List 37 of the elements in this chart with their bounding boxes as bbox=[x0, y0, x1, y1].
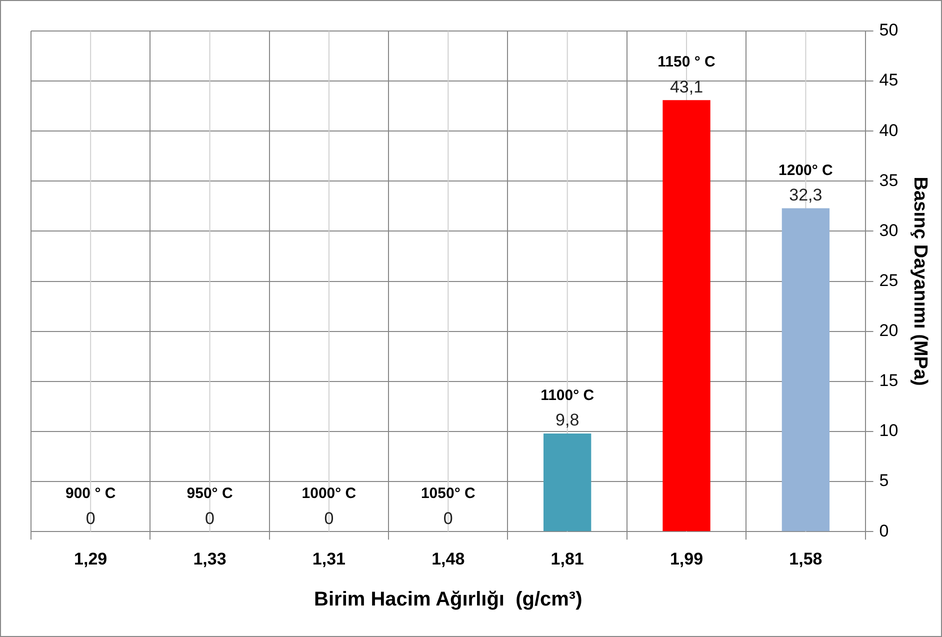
y-tick-label: 15 bbox=[879, 371, 898, 390]
x-tick-label: 1,29 bbox=[74, 549, 108, 568]
annotation: 900 ° C bbox=[65, 485, 116, 502]
data-label: 0 bbox=[205, 508, 215, 528]
annotation: 950° C bbox=[186, 485, 233, 502]
x-tick-label: 1,99 bbox=[670, 549, 704, 568]
annotation: 1050° C bbox=[420, 485, 476, 502]
annotation: 1150 ° C bbox=[658, 54, 716, 71]
annotation: 1100° C bbox=[540, 387, 594, 404]
y-axis-title: Basınç Dayanımı (MPa) bbox=[909, 176, 930, 386]
x-tick-label: 1,58 bbox=[789, 549, 822, 568]
data-label: 43,1 bbox=[670, 77, 704, 96]
annotation: 1000° C bbox=[302, 485, 356, 502]
data-label: 0 bbox=[86, 508, 96, 528]
annotation: 1200° C bbox=[778, 162, 834, 179]
y-tick-label: 50 bbox=[879, 20, 898, 40]
y-tick-label: 10 bbox=[879, 421, 898, 440]
y-tick-label: 25 bbox=[879, 270, 898, 290]
x-tick-label: 1,48 bbox=[432, 549, 465, 568]
bar bbox=[782, 208, 830, 532]
data-label: 32,3 bbox=[789, 185, 822, 204]
data-label: 0 bbox=[324, 508, 334, 528]
y-tick-label: 20 bbox=[879, 321, 898, 340]
data-label: 0 bbox=[443, 508, 453, 528]
x-tick-label: 1,33 bbox=[193, 549, 226, 568]
y-tick-label: 0 bbox=[879, 521, 889, 540]
x-axis-title: Birim Hacim Ağırlığı (g/cm³) bbox=[314, 588, 582, 611]
y-tick-label: 5 bbox=[879, 471, 889, 490]
data-label: 9,8 bbox=[556, 410, 580, 430]
bar bbox=[543, 433, 592, 532]
y-tick-label: 35 bbox=[879, 170, 898, 190]
bar bbox=[662, 100, 710, 532]
y-tick-label: 30 bbox=[879, 220, 898, 240]
y-tick-label: 40 bbox=[879, 120, 898, 140]
x-tick-label: 1,81 bbox=[550, 549, 584, 568]
y-tick-label: 45 bbox=[879, 70, 898, 90]
x-tick-label: 1,31 bbox=[312, 549, 346, 568]
